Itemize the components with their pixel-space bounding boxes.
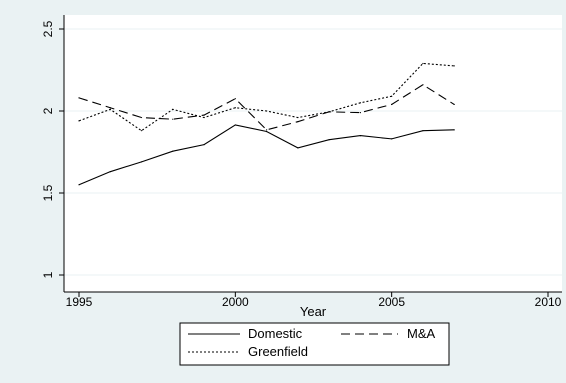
data-point bbox=[453, 129, 455, 131]
data-point bbox=[422, 62, 424, 65]
data-point bbox=[172, 150, 174, 152]
legend-label: M&A bbox=[407, 326, 436, 341]
data-point bbox=[234, 107, 236, 109]
data-point bbox=[78, 120, 80, 122]
grid-lines bbox=[64, 28, 562, 276]
legend-label: Greenfield bbox=[248, 344, 308, 359]
y-tick-label: 2.5 bbox=[41, 20, 55, 37]
y-tick-label: 1.5 bbox=[41, 184, 55, 201]
data-point bbox=[297, 116, 299, 119]
data-point bbox=[422, 84, 424, 86]
data-point bbox=[328, 111, 330, 113]
data-point bbox=[203, 144, 205, 146]
y-tick-label: 2 bbox=[41, 107, 55, 114]
y-tick-label: 1 bbox=[41, 271, 55, 278]
data-point bbox=[234, 124, 236, 126]
legend-box bbox=[179, 322, 450, 366]
x-tick-label: 2010 bbox=[535, 295, 562, 309]
data-point bbox=[328, 139, 330, 141]
data-point bbox=[140, 161, 143, 163]
plot-area bbox=[64, 15, 562, 292]
x-axis-title: Year bbox=[300, 304, 327, 319]
series-lines bbox=[78, 62, 455, 186]
data-point bbox=[109, 108, 111, 110]
ticks: 1 1.5 2 2.5 1995 2000 2005 2010 bbox=[41, 20, 562, 309]
data-point bbox=[391, 138, 393, 140]
data-point bbox=[266, 110, 268, 112]
x-tick-label: 2005 bbox=[378, 295, 405, 309]
data-point bbox=[172, 108, 174, 110]
data-point bbox=[266, 130, 268, 133]
data-point bbox=[453, 65, 455, 67]
data-point bbox=[359, 135, 361, 137]
data-point bbox=[109, 107, 111, 109]
data-point bbox=[359, 112, 361, 114]
data-point bbox=[78, 184, 80, 186]
legend: Domestic M&A Greenfield bbox=[179, 322, 450, 366]
data-point bbox=[359, 102, 361, 104]
data-point bbox=[78, 97, 80, 99]
data-point bbox=[203, 116, 205, 119]
data-point bbox=[453, 103, 455, 106]
data-point bbox=[297, 147, 299, 149]
data-point bbox=[172, 118, 174, 120]
data-point bbox=[391, 103, 393, 106]
legend-label: Domestic bbox=[248, 326, 303, 341]
axes bbox=[63, 15, 562, 293]
data-point bbox=[203, 114, 205, 116]
data-point bbox=[234, 98, 236, 100]
data-point bbox=[140, 130, 143, 132]
x-tick-label: 1995 bbox=[66, 295, 93, 309]
data-point bbox=[422, 130, 424, 132]
data-point bbox=[140, 116, 143, 119]
data-point bbox=[391, 95, 393, 97]
x-tick-label: 2000 bbox=[222, 295, 249, 309]
data-point bbox=[109, 171, 111, 173]
data-point bbox=[297, 121, 299, 123]
data-point bbox=[266, 129, 268, 131]
